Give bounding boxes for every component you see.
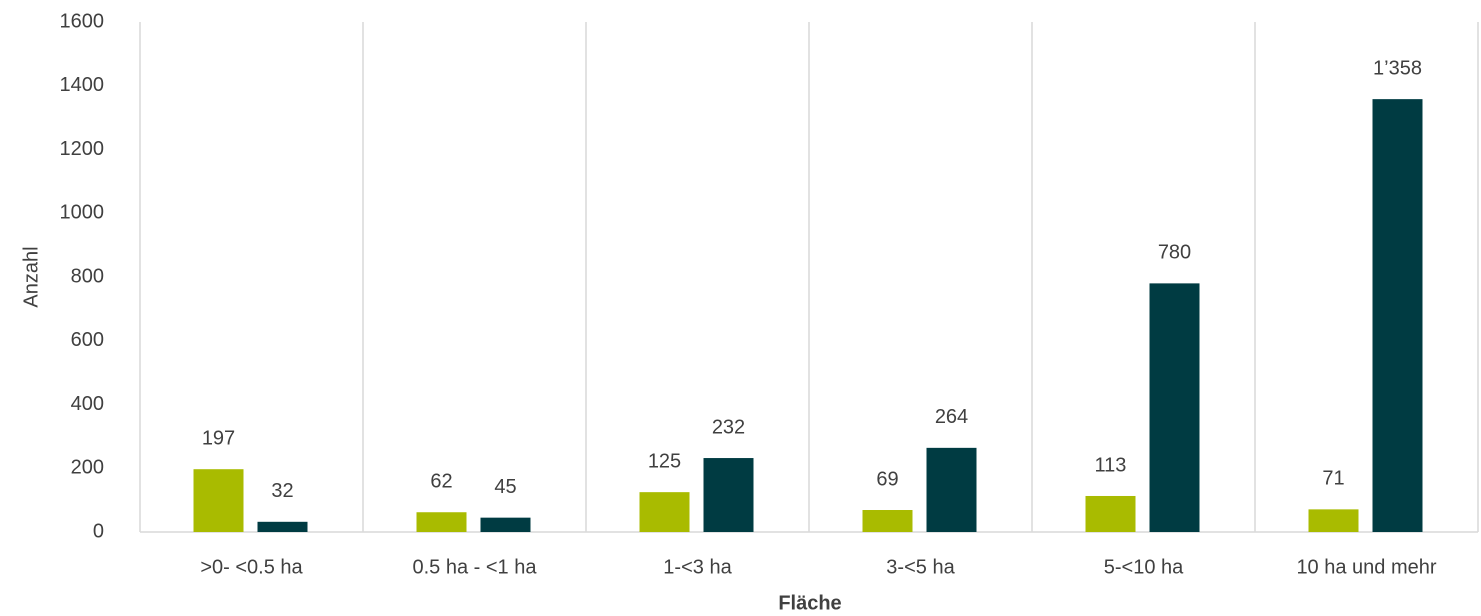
y-tick-label: 200 <box>71 457 104 479</box>
y-axis-title: Anzahl <box>20 246 42 307</box>
bar <box>639 492 690 532</box>
y-tick-label: 800 <box>71 265 104 287</box>
y-tick-label: 1400 <box>60 74 105 96</box>
y-tick-label: 1000 <box>60 202 105 224</box>
data-label: 125 <box>648 450 681 472</box>
data-label: 113 <box>1095 454 1127 476</box>
data-label: 69 <box>876 468 898 490</box>
bar <box>1372 99 1423 532</box>
y-tick-label: 400 <box>71 393 104 415</box>
data-label: 232 <box>712 416 745 438</box>
data-label: 32 <box>271 480 293 502</box>
data-label: 264 <box>935 406 968 428</box>
data-label: 71 <box>1322 468 1344 490</box>
x-tick-label: 0.5 ha - <1 ha <box>413 556 538 578</box>
x-tick-label: 1-<3 ha <box>663 556 732 578</box>
y-tick-label: 600 <box>71 329 104 351</box>
x-tick-label: 5-<10 ha <box>1104 556 1184 578</box>
bar <box>862 510 913 532</box>
x-axis-title: Fläche <box>778 592 841 614</box>
bar <box>257 521 308 532</box>
bar <box>703 458 754 532</box>
x-tick-label: >0- <0.5 ha <box>200 556 303 578</box>
data-label: 62 <box>430 471 452 493</box>
bar <box>1149 283 1200 532</box>
data-label: 780 <box>1158 242 1191 264</box>
bar <box>926 447 977 532</box>
bar <box>1308 509 1359 532</box>
bar <box>193 469 244 532</box>
y-tick-label: 0 <box>93 520 104 542</box>
data-label: 45 <box>494 476 516 498</box>
y-tick-label: 1200 <box>60 138 105 160</box>
bar <box>416 512 467 532</box>
data-label: 1’358 <box>1373 57 1422 79</box>
x-tick-label: 3-<5 ha <box>886 556 955 578</box>
y-tick-label: 1600 <box>60 10 105 32</box>
x-tick-label: 10 ha und mehr <box>1296 556 1436 578</box>
data-label: 197 <box>202 427 235 449</box>
bar <box>480 517 531 532</box>
bar <box>1085 495 1136 532</box>
